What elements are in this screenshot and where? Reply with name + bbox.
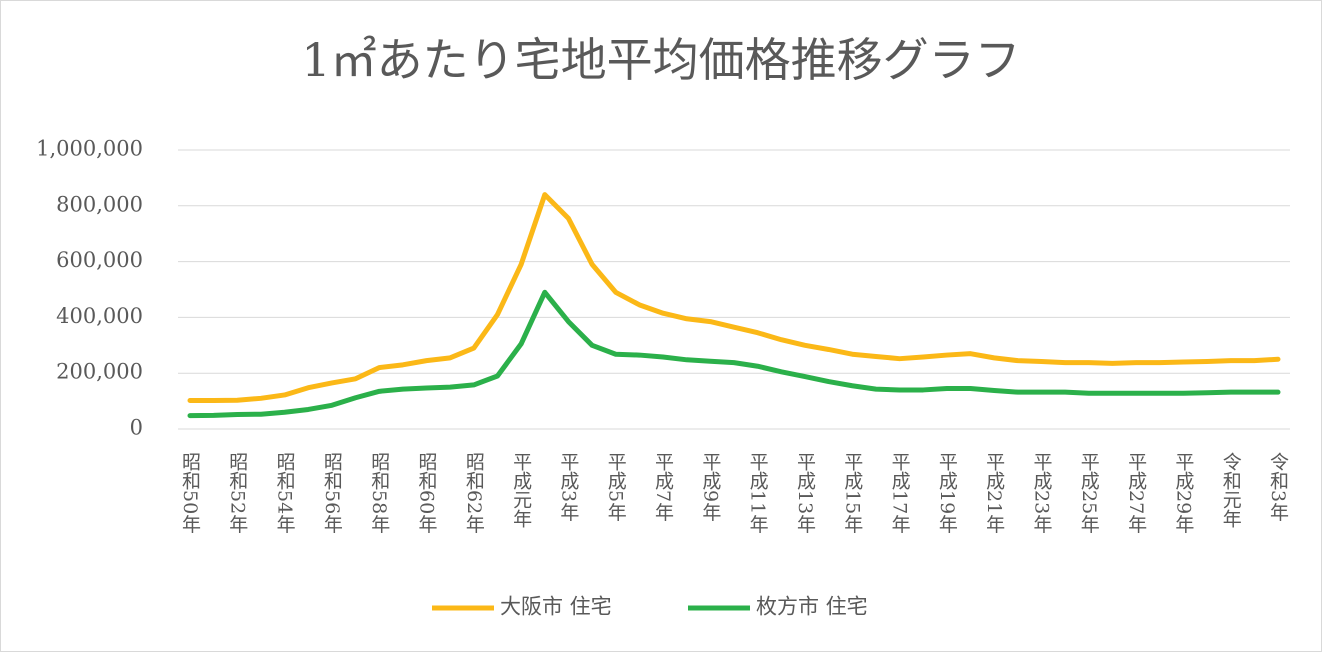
x-tick-label: 平成29年	[1172, 452, 1194, 533]
x-tick-label: 平成元年	[510, 452, 532, 528]
y-tick-label: 800,000	[56, 192, 143, 216]
x-tick-label: 平成19年	[936, 452, 958, 533]
legend-label: 枚方市 住宅	[756, 595, 868, 619]
x-tick-label: 昭和62年	[463, 452, 485, 533]
x-tick-label: 平成11年	[747, 452, 769, 533]
chart-title: 1㎡あたり宅地平均価格推移グラフ	[301, 33, 1020, 87]
x-tick-label: 平成15年	[841, 452, 863, 533]
x-tick-label: 昭和50年	[179, 452, 201, 533]
y-tick-label: 600,000	[56, 248, 143, 272]
x-tick-label: 平成21年	[983, 452, 1005, 533]
x-tick-label: 昭和56年	[321, 452, 343, 533]
x-tick-label: 平成17年	[889, 452, 911, 533]
x-tick-label: 平成23年	[1030, 452, 1052, 533]
series-line	[187, 289, 1281, 419]
x-tick-label: 平成9年	[699, 452, 721, 521]
x-tick-label: 平成5年	[605, 452, 627, 521]
y-tick-label: 1,000,000	[36, 137, 143, 161]
x-tick-label: 平成7年	[652, 452, 674, 521]
legend-label: 大阪市 住宅	[500, 595, 612, 619]
x-tick-label: 令和元年	[1220, 452, 1242, 528]
y-tick-label: 0	[130, 416, 143, 440]
y-tick-label: 400,000	[56, 304, 143, 328]
x-tick-label: 昭和54年	[274, 452, 296, 533]
x-tick-label: 昭和52年	[226, 452, 248, 533]
x-tick-label: 昭和60年	[416, 452, 438, 533]
y-tick-label: 200,000	[56, 360, 143, 384]
x-tick-label: 平成13年	[794, 452, 816, 533]
x-tick-label: 平成25年	[1078, 452, 1100, 533]
x-tick-label: 平成27年	[1125, 452, 1147, 533]
x-tick-label: 令和3年	[1267, 452, 1289, 521]
series-line	[187, 192, 1281, 404]
x-tick-label: 平成3年	[557, 452, 579, 521]
x-tick-label: 昭和58年	[368, 452, 390, 533]
